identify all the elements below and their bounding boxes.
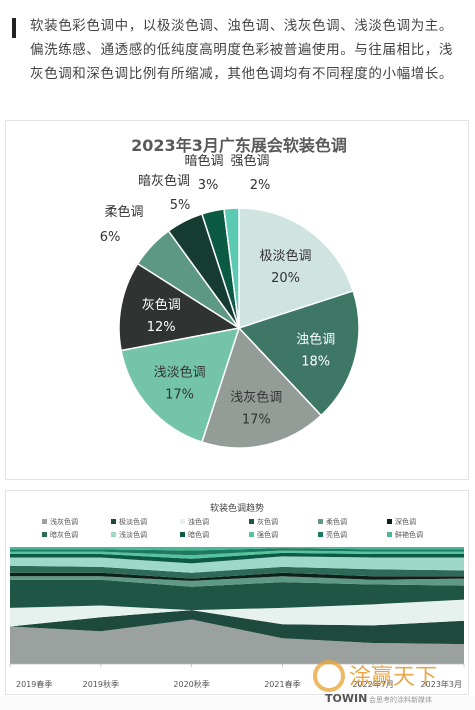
area-series [10, 610, 464, 645]
area-series [10, 565, 464, 579]
intro-section: 软装色彩色调中，以极淡色调、浊色调、浅灰色调、浅淡色调为主。偏洗练感、通透感的低… [0, 0, 475, 118]
pie-slice [238, 207, 355, 330]
legend-swatch [111, 519, 116, 524]
pie-label: 浊色调 [296, 332, 335, 348]
legend-label: 深色调 [395, 517, 416, 526]
pie-value-label: 18% [301, 355, 330, 370]
pie-label: 灰色调 [142, 297, 181, 313]
pie-slice [120, 327, 241, 444]
area-series [10, 579, 464, 611]
watermark-ring-icon [313, 660, 345, 692]
watermark-latin: TOWIN [325, 692, 367, 705]
watermark-brand: 涂赢天下 [349, 665, 437, 690]
legend-label: 浊色调 [188, 517, 209, 526]
legend-swatch [318, 519, 323, 524]
trend-title: 软装色调趋势 [210, 502, 264, 514]
pie-value-label: 20% [271, 271, 300, 286]
pie-label: 暗灰色调 [138, 173, 190, 189]
legend-swatch [387, 532, 392, 537]
pie-label: 浅淡色调 [154, 364, 206, 380]
legend-swatch [180, 519, 185, 524]
x-tick-label: 2021春季 [264, 679, 300, 689]
watermark-logo: 涂赢天下 TOWIN 会思考的涂料新媒体 [313, 660, 437, 705]
pie-title: 2023年3月广东展会软装色调 [131, 136, 347, 155]
pie-chart-card: 2023年3月广东展会软装色调极淡色调 20% 浊色调 18% 浅灰色调 17% 浅淡色调 1… [5, 120, 469, 480]
x-tick-label: 2020秋季 [173, 679, 209, 689]
x-tick-label: 2022年7月 [352, 679, 393, 689]
pie-slice [200, 326, 323, 449]
x-tick-label: 2019春季 [16, 679, 52, 689]
legend-swatch [318, 532, 323, 537]
legend-label: 暗色调 [188, 530, 209, 539]
legend-swatch [249, 532, 254, 537]
pie-label: 浅灰色调 [230, 389, 282, 405]
legend-swatch [42, 532, 47, 537]
watermark-slogan: 会思考的涂料新媒体 [369, 695, 432, 704]
legend-label: 暗灰色调 [50, 530, 78, 539]
pie-value-label: 3% [198, 178, 219, 193]
x-tick-label: 2019秋季 [83, 679, 119, 689]
area-series [10, 576, 464, 587]
pie-slice [223, 207, 240, 329]
section-marker [12, 18, 16, 38]
pie-value-label: 6% [100, 230, 121, 245]
legend-label: 亮色调 [326, 530, 347, 539]
area-series [10, 548, 464, 556]
trend-chart-card: 软装色调趋势浅灰色调 极淡色调 浊色调 灰色调 柔色调 深色调暗灰色调 浅淡色调 暗色调 强色调… [5, 490, 469, 695]
pie-label: 极淡色调 [260, 248, 312, 264]
pie-value-label: 2% [250, 178, 271, 193]
pie-value-label: 17% [242, 412, 271, 427]
pie-value-label: 17% [165, 387, 194, 402]
intro-paragraph: 软装色彩色调中，以极淡色调、浊色调、浅灰色调、浅淡色调为主。偏洗练感、通透感的低… [30, 18, 453, 82]
footer-strip [0, 696, 475, 710]
legend-label: 极淡色调 [119, 517, 147, 526]
area-series [10, 547, 464, 551]
legend-label: 柔色调 [326, 517, 347, 526]
area-series [10, 599, 464, 627]
legend-label: 灰色调 [257, 517, 278, 526]
legend-swatch [111, 532, 116, 537]
legend-swatch [387, 519, 392, 524]
pie-label: 强色调 [230, 153, 269, 169]
legend-label: 浅淡色调 [119, 530, 147, 539]
x-tick-label: 2023年3月 [421, 679, 462, 689]
legend-swatch [249, 519, 254, 524]
pie-value-label: 12% [147, 320, 176, 335]
pie-slice [118, 262, 242, 352]
area-series [10, 552, 464, 564]
legend-label: 强色调 [257, 530, 278, 539]
pie-label: 暗色调 [184, 153, 223, 169]
legend-swatch [42, 519, 47, 524]
pie-slice [237, 289, 360, 417]
legend-label: 浅灰色调 [50, 517, 78, 526]
legend-label: 鲜艳色调 [395, 530, 423, 539]
pie-label: 柔色调 [104, 204, 143, 220]
legend-swatch [180, 532, 185, 537]
area-series [10, 619, 464, 664]
pie-value-label: 5% [170, 198, 191, 213]
